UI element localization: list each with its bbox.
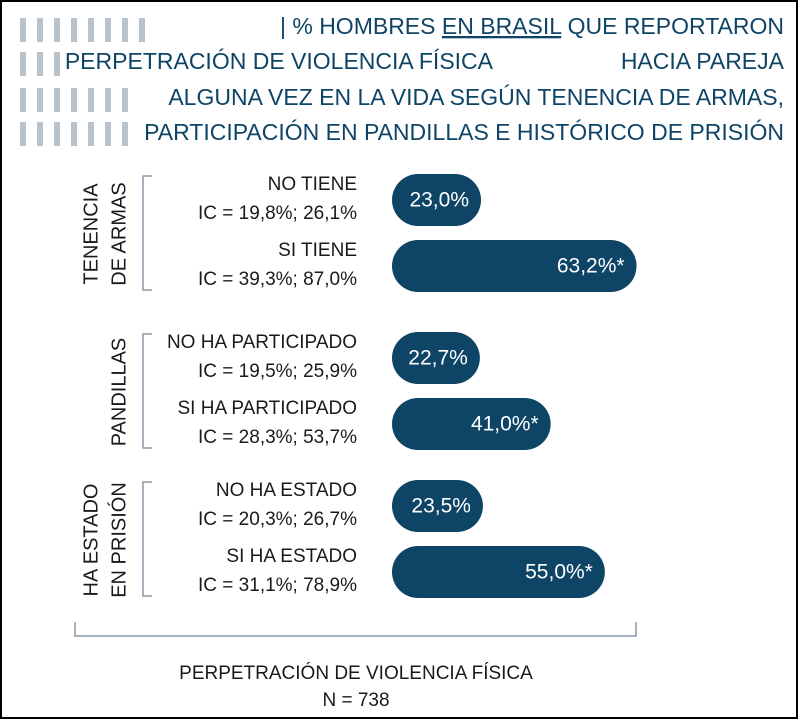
dash bbox=[20, 52, 26, 76]
dash bbox=[54, 88, 60, 112]
dash bbox=[139, 18, 145, 42]
category-label: SI HA PARTICIPADO bbox=[178, 398, 358, 419]
dash bbox=[37, 122, 43, 146]
title-segment: EN BRASIL bbox=[442, 13, 562, 39]
dash bbox=[71, 18, 77, 42]
value-label: 55,0%* bbox=[525, 561, 593, 584]
dash bbox=[71, 122, 77, 146]
category-label: NO TIENE bbox=[268, 174, 357, 195]
bar bbox=[392, 332, 480, 384]
bar bbox=[392, 174, 482, 226]
title-line: | % HOMBRES EN BRASIL QUE REPORTARON bbox=[280, 13, 784, 39]
bar bbox=[392, 546, 605, 598]
title-line: PERPETRACIÓN DE VIOLENCIA FÍSICA HACIA P… bbox=[65, 48, 785, 74]
dash bbox=[37, 18, 43, 42]
group-label: PANDILLAS bbox=[108, 338, 130, 447]
interval-label: IC = 31,1%; 78,9% bbox=[198, 575, 357, 596]
interval-label: IC = 19,5%; 25,9% bbox=[198, 361, 357, 382]
dash bbox=[105, 18, 111, 42]
dash bbox=[105, 122, 111, 146]
interval-label: IC = 39,3%; 87,0% bbox=[198, 269, 357, 290]
value-label: 63,2%* bbox=[557, 255, 625, 278]
dash bbox=[71, 88, 77, 112]
title: | % HOMBRES EN BRASIL QUE REPORTARON PERP… bbox=[65, 13, 785, 145]
footer-label: PERPETRACIÓN DE VIOLENCIA FÍSICA bbox=[179, 662, 533, 684]
value-label: 23,5% bbox=[411, 495, 471, 518]
group-bracket bbox=[142, 481, 152, 597]
group-bracket bbox=[142, 333, 152, 449]
bar bbox=[392, 398, 551, 450]
title-line: PARTICIPACIÓN EN PANDILLAS E HISTÓRICO D… bbox=[144, 119, 784, 145]
value-label: 22,7% bbox=[408, 347, 468, 370]
group-label: EN PRISIÓN bbox=[107, 482, 130, 598]
dash bbox=[54, 52, 60, 76]
title-decoration bbox=[20, 18, 145, 146]
bar bbox=[392, 480, 483, 532]
group-label: HA ESTADO bbox=[80, 484, 102, 597]
group-bracket bbox=[142, 175, 152, 291]
dash bbox=[54, 122, 60, 146]
value-label: 41,0%* bbox=[471, 413, 539, 436]
dash bbox=[88, 88, 94, 112]
group-label: TENENCIA bbox=[80, 183, 102, 285]
title-line: ALGUNA VEZ EN LA VIDA SEGÚN TENENCIA DE … bbox=[168, 84, 784, 110]
title-segment: HACIA PAREJA bbox=[621, 48, 785, 74]
axis-bracket bbox=[74, 622, 637, 637]
category-label: NO HA PARTICIPADO bbox=[167, 332, 357, 353]
category-label: NO HA ESTADO bbox=[216, 480, 357, 501]
title-segment: QUE REPORTARON bbox=[568, 13, 784, 39]
dash bbox=[20, 88, 26, 112]
interval-label: IC = 20,3%; 26,7% bbox=[198, 509, 357, 530]
dash bbox=[122, 122, 128, 146]
interval-label: IC = 19,8%; 26,1% bbox=[198, 203, 357, 224]
category-label: SI TIENE bbox=[278, 240, 357, 261]
dash bbox=[20, 18, 26, 42]
bar bbox=[392, 240, 637, 292]
dash bbox=[37, 52, 43, 76]
title-segment: % HOMBRES bbox=[292, 13, 435, 39]
dash bbox=[105, 88, 111, 112]
interval-label: IC = 28,3%; 53,7% bbox=[198, 427, 357, 448]
dash bbox=[122, 18, 128, 42]
dash bbox=[54, 18, 60, 42]
value-label: 23,0% bbox=[409, 189, 469, 212]
title-segment: PARTICIPACIÓN EN PANDILLAS E HISTÓRICO D… bbox=[144, 119, 784, 145]
title-segment: | bbox=[280, 13, 286, 39]
title-segment: ALGUNA VEZ EN LA VIDA SEGÚN TENENCIA DE … bbox=[168, 84, 784, 110]
dash bbox=[37, 88, 43, 112]
group-label: DE ARMAS bbox=[108, 182, 130, 285]
dash bbox=[122, 88, 128, 112]
title-segment: PERPETRACIÓN DE VIOLENCIA FÍSICA bbox=[65, 48, 494, 74]
dash bbox=[88, 122, 94, 146]
footer-label: N = 738 bbox=[322, 690, 389, 711]
dash bbox=[20, 122, 26, 146]
dash bbox=[88, 18, 94, 42]
category-label: SI HA ESTADO bbox=[226, 546, 357, 567]
